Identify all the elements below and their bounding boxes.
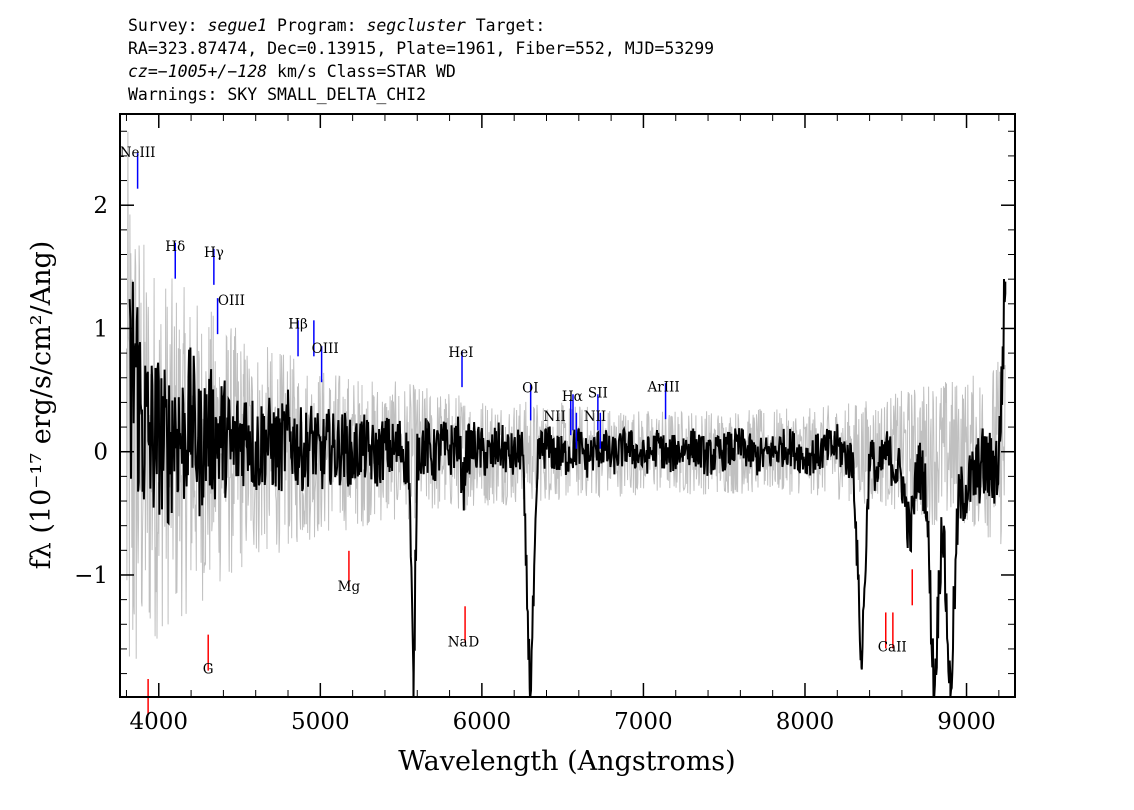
line-label: SII (588, 385, 608, 401)
line-label: OIII (218, 293, 245, 309)
line-label: Na (448, 634, 468, 650)
line-label: D (468, 634, 479, 650)
line-label: Mg (338, 579, 361, 595)
axis-tick-labels: 4000 5000 6000 7000 8000 9000 −1 0 1 2 (74, 193, 996, 735)
header-line-4: Warnings: SKY SMALL_DELTA_CHI2 (128, 85, 427, 104)
survey-value: segue1 (207, 16, 268, 35)
y-axis-title: fλ (10⁻¹⁷ erg/s/cm²/Ang) (26, 241, 57, 570)
class-text: Class=STAR WD (326, 62, 456, 81)
cz-value: cz=−1005+/−128 (128, 62, 268, 81)
x-axis-title: Wavelength (Angstroms) (398, 746, 735, 777)
line-label: HeI (448, 345, 473, 361)
line-label: Hδ (165, 239, 185, 255)
header-line-3: cz=−1005+/−128 km/s Class=STAR WD (128, 62, 456, 81)
x-tick-label: 8000 (776, 709, 835, 735)
line-label: NII (543, 409, 565, 425)
line-label: Hβ (288, 316, 308, 332)
line-label: NeIII (120, 145, 156, 161)
line-label: NII (584, 409, 606, 425)
x-tick-label: 4000 (129, 709, 188, 735)
header-line-2: RA=323.87474, Dec=0.13915, Plate=1961, F… (128, 39, 715, 58)
line-label: Hγ (204, 245, 224, 261)
target-label: Target: (465, 16, 546, 35)
line-label: OIII (312, 341, 339, 357)
header-line-1: Survey: segue1 Program: segcluster Targe… (128, 16, 546, 35)
x-tick-label: 5000 (291, 709, 350, 735)
flux-series (128, 278, 1007, 697)
line-label: CaII (878, 639, 907, 655)
line-label: G (203, 662, 214, 678)
line-label: ArIII (647, 379, 680, 395)
y-tick-label: −1 (74, 563, 108, 589)
x-tick-label: 6000 (453, 709, 512, 735)
line-label: Hα (562, 389, 583, 405)
spectral-line-markers (136, 152, 914, 715)
x-tick-label: 9000 (937, 709, 996, 735)
line-label: OI (522, 381, 538, 397)
flux-line (128, 278, 1007, 697)
y-tick-label: 0 (93, 440, 108, 466)
plot-frame (119, 113, 1016, 698)
program-value: segcluster (366, 16, 466, 35)
survey-label: Survey: (128, 16, 208, 35)
y-tick-label: 2 (93, 193, 108, 219)
axis-ticks (120, 114, 1015, 697)
x-tick-label: 7000 (614, 709, 673, 735)
program-label: Program: (267, 16, 367, 35)
cz-unit: km/s (267, 62, 327, 81)
y-tick-label: 1 (93, 316, 108, 342)
